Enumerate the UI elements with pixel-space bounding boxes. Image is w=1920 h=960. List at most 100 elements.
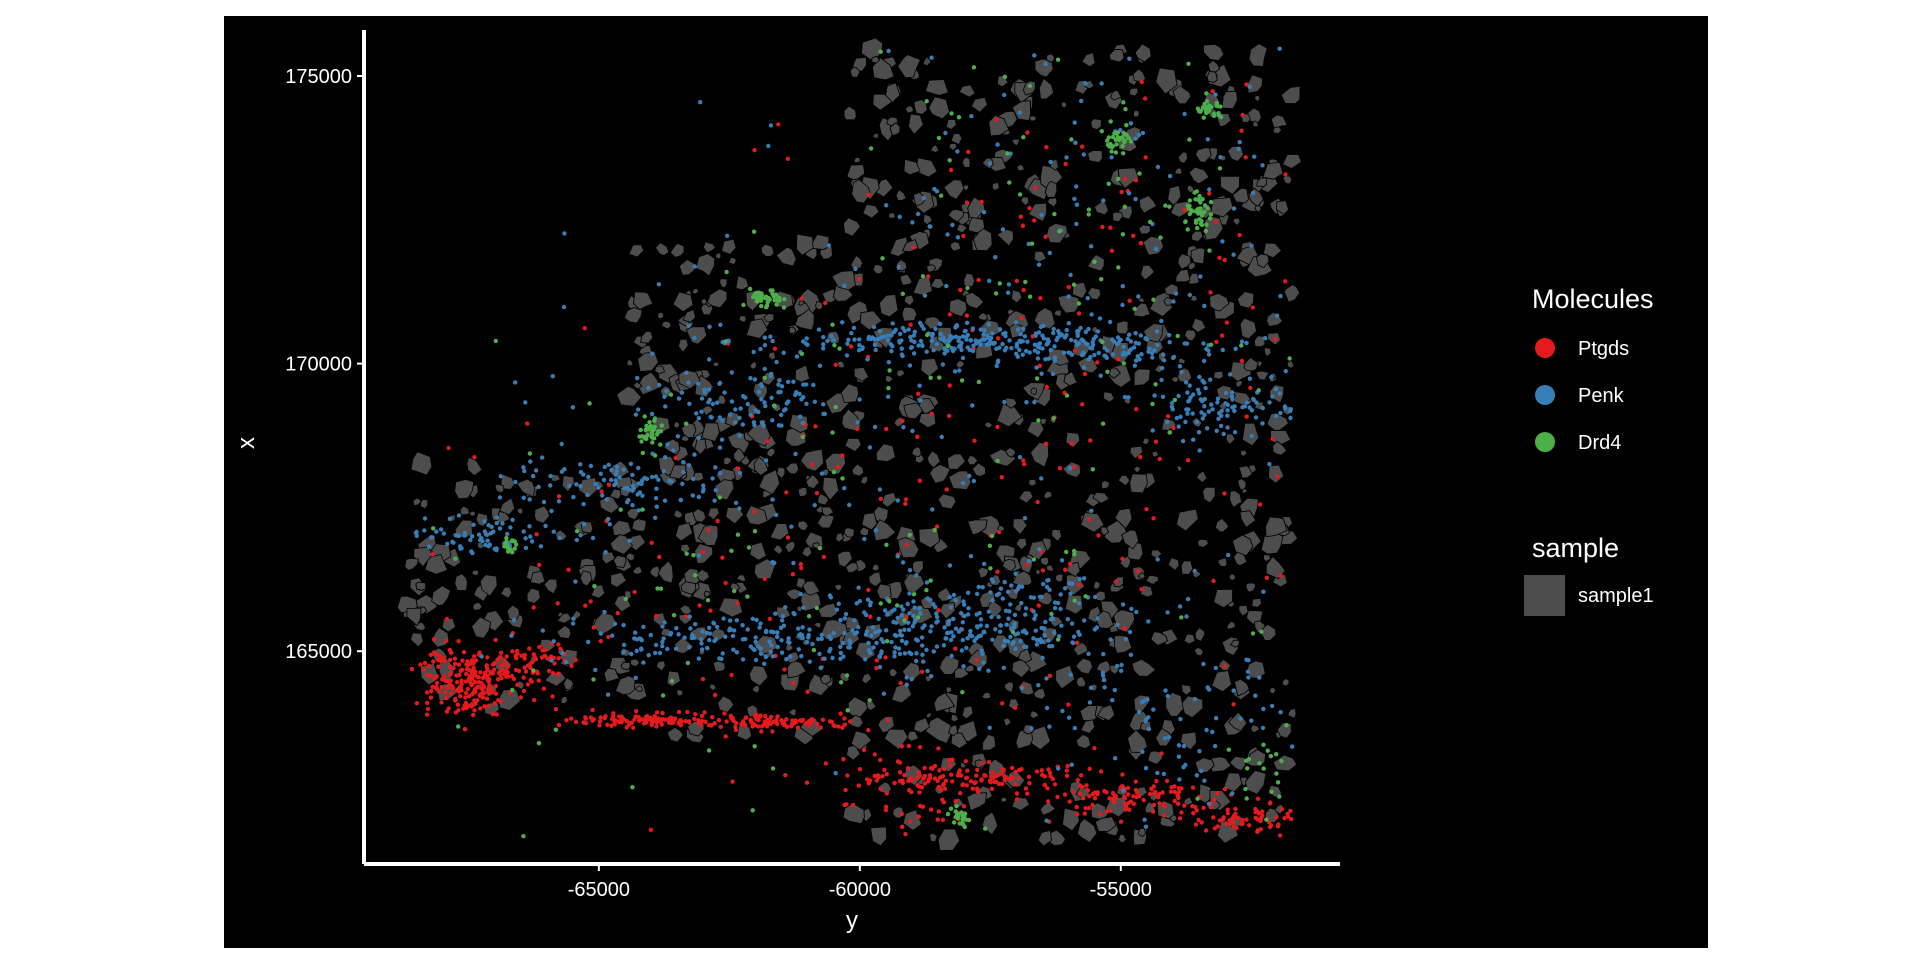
tissue-cell: [454, 573, 468, 591]
molecule-point-drd4: [1275, 780, 1281, 785]
molecule-point-ptgds: [1255, 796, 1261, 801]
molecule-point-drd4: [840, 476, 845, 481]
molecule-point-penk: [1032, 342, 1038, 347]
molecule-point-ptgds: [1231, 820, 1236, 825]
tissue-cell: [872, 264, 884, 275]
molecule-point-ptgds: [556, 671, 561, 676]
molecule-point-penk: [986, 322, 992, 327]
molecule-point-penk: [733, 500, 739, 506]
molecule-point-penk: [653, 642, 659, 648]
molecule-point-penk: [1109, 155, 1114, 160]
molecule-point-drd4: [1187, 198, 1193, 203]
molecule-point-drd4: [1086, 207, 1092, 212]
molecule-point-ptgds: [676, 709, 682, 715]
molecule-point-penk: [604, 497, 610, 502]
molecule-point-drd4: [1257, 761, 1262, 766]
molecule-point-penk: [921, 196, 926, 201]
molecule-point-penk: [929, 55, 934, 60]
molecule-point-ptgds: [569, 663, 574, 669]
tissue-cell: [775, 246, 797, 267]
molecule-point-ptgds: [700, 676, 706, 682]
molecule-point-penk: [959, 627, 964, 632]
molecule-point-penk: [851, 618, 857, 623]
molecule-point-penk: [994, 363, 999, 369]
molecule-point-ptgds: [973, 780, 978, 785]
molecule-point-ptgds: [1014, 278, 1019, 284]
molecule-point-ptgds: [944, 487, 949, 492]
molecule-point-penk: [904, 675, 909, 680]
molecule-point-drd4: [1153, 382, 1158, 387]
molecule-point-penk: [1039, 212, 1044, 218]
molecule-point-ptgds: [502, 658, 507, 663]
molecule-point-ptgds: [654, 710, 660, 715]
tissue-cell: [1237, 478, 1247, 491]
tissue-cell: [955, 360, 965, 369]
molecule-point-drd4: [806, 614, 812, 619]
molecule-point-penk: [917, 383, 922, 388]
molecule-point-ptgds: [1214, 339, 1219, 344]
molecule-point-penk: [1023, 606, 1029, 611]
molecule-point-ptgds: [917, 745, 923, 750]
molecule-point-ptgds: [1164, 778, 1170, 784]
molecule-point-drd4: [1208, 199, 1214, 205]
molecule-point-ptgds: [947, 312, 952, 317]
molecule-point-ptgds: [422, 660, 428, 666]
spatial-scatter-plot: y x -65000 -60000 -55000165000170000175000…: [233, 30, 1654, 934]
molecule-point-penk: [822, 656, 827, 661]
molecule-point-drd4: [887, 599, 892, 604]
molecule-point-penk: [1008, 602, 1013, 607]
molecule-point-ptgds: [1179, 810, 1184, 815]
molecule-point-ptgds: [485, 690, 491, 695]
molecule-point-ptgds: [598, 639, 603, 644]
tissue-cell: [843, 105, 857, 121]
molecule-point-ptgds: [660, 710, 665, 716]
molecule-point-penk: [1201, 661, 1206, 667]
molecule-point-drd4: [502, 544, 507, 549]
molecule-point-ptgds: [1135, 568, 1140, 574]
molecule-point-penk: [897, 632, 903, 638]
molecule-point-penk: [840, 640, 845, 646]
molecule-point-penk: [1220, 347, 1225, 353]
molecule-point-ptgds: [1082, 811, 1087, 816]
molecule-point-drd4: [1274, 752, 1279, 757]
tissue-cell: [981, 691, 992, 700]
tissue-cell: [903, 294, 915, 307]
tissue-cell: [703, 590, 711, 598]
tissue-cell: [1197, 538, 1209, 548]
molecule-point-drd4: [924, 588, 929, 593]
tissue-cell: [970, 96, 988, 113]
molecule-point-ptgds: [936, 784, 942, 790]
molecule-point-penk: [1231, 252, 1236, 257]
molecule-point-penk: [981, 629, 987, 635]
tissue-cell: [1268, 784, 1283, 799]
molecule-point-penk: [877, 329, 883, 334]
tissue-cell: [963, 272, 976, 288]
molecule-point-ptgds: [1283, 172, 1288, 177]
molecule-point-drd4: [887, 368, 892, 373]
molecule-point-penk: [978, 327, 983, 332]
molecule-point-ptgds: [428, 652, 434, 657]
molecule-point-penk: [912, 605, 917, 610]
molecule-point-ptgds: [723, 734, 728, 739]
molecule-point-penk: [662, 498, 668, 503]
molecule-point-drd4: [1027, 83, 1033, 89]
molecule-point-ptgds: [964, 313, 970, 318]
molecule-point-penk: [1041, 581, 1046, 587]
molecule-point-drd4: [536, 741, 542, 746]
molecule-point-penk: [909, 676, 914, 682]
molecule-point-drd4: [1124, 123, 1129, 128]
y-axis-title: x: [233, 437, 260, 449]
molecule-point-ptgds: [421, 667, 426, 673]
molecule-point-drd4: [732, 588, 737, 594]
molecule-point-penk: [1018, 339, 1023, 344]
molecule-point-ptgds: [696, 720, 702, 725]
molecule-point-penk: [964, 320, 970, 325]
molecule-point-penk: [681, 469, 686, 475]
tissue-cell: [1243, 356, 1259, 372]
molecule-point-drd4: [1071, 282, 1077, 287]
molecule-point-penk: [1079, 98, 1084, 104]
molecule-point-penk: [762, 661, 767, 666]
tissue-cell: [798, 486, 808, 498]
molecule-point-penk: [947, 594, 952, 600]
molecule-point-drd4: [745, 594, 750, 599]
